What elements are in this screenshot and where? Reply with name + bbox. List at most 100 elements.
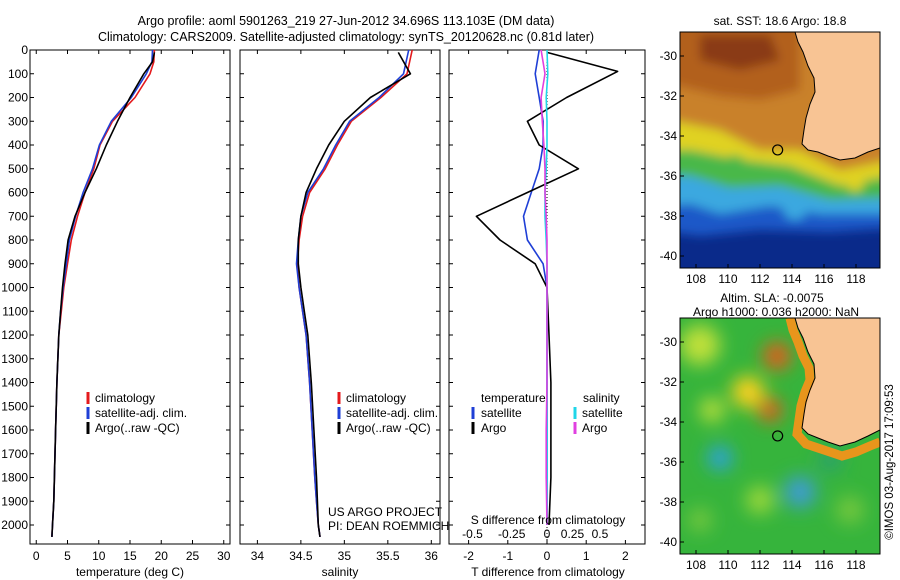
difference-x-label-salinity: S difference from climatology	[471, 513, 626, 527]
argo-location-marker	[772, 144, 784, 156]
x-tick-label: 10	[92, 549, 106, 563]
sst-map	[680, 32, 880, 268]
x-tick-label: -2	[463, 549, 474, 563]
x-tick-label-salinity: 0.5	[592, 527, 609, 541]
x-tick-label-salinity: -0.25	[498, 527, 526, 541]
y-tick-label: 100	[8, 67, 28, 81]
x-tick-label-salinity: 0.25	[561, 527, 585, 541]
x-tick-label: 2	[622, 549, 629, 563]
temperature-plot-frame	[29, 49, 231, 545]
map-y-tick-label: -30	[660, 49, 678, 63]
y-tick-label: 1900	[1, 494, 28, 508]
map-x-tick-label: 110	[718, 558, 737, 572]
sla-coastline	[794, 318, 880, 447]
series-line-satellite-adj-clim	[51, 49, 154, 537]
y-tick-label: 1600	[1, 423, 28, 437]
x-tick-label: 15	[123, 549, 137, 563]
y-tick-label: 1100	[2, 304, 28, 318]
x-tick-label: 1	[583, 549, 590, 563]
x-tick-label: 36	[425, 549, 439, 563]
sla-land-mask	[795, 318, 880, 446]
sla-map	[680, 318, 880, 554]
legend-title-temperature: temperature	[481, 391, 546, 405]
figure-title-line2: Climatology: CARS2009. Satellite-adjuste…	[98, 30, 594, 44]
sst-map-axes: 108 110 112 114 116 118 -30 -32 -34 -36 -38 -40	[660, 49, 866, 286]
sst-land-mask	[795, 32, 880, 160]
map-y-tick-label: -38	[660, 495, 678, 509]
map-x-tick-label: 108	[686, 272, 706, 286]
y-tick-label: 1300	[1, 352, 28, 366]
y-tick-label: 300	[8, 114, 28, 128]
argo-location-marker	[772, 430, 784, 442]
map-x-tick-label: 116	[814, 558, 833, 572]
y-tick-label: 600	[8, 186, 28, 200]
legend-label-climatology: climatology	[346, 391, 406, 405]
legend-label-climatology: climatology	[95, 391, 155, 405]
map-x-tick-label: 118	[846, 558, 865, 572]
map-x-tick-label: 112	[750, 558, 769, 572]
pi-credit: PI: DEAN ROEMMICH	[328, 519, 449, 533]
map-y-tick-label: -30	[660, 335, 678, 349]
sla-map-title-line1: Altim. SLA: -0.0075	[720, 291, 824, 305]
map-y-tick-label: -40	[660, 535, 678, 549]
y-tick-label: 200	[8, 91, 28, 105]
y-tick-label: 0	[21, 43, 28, 57]
legend-title-salinity: salinity	[583, 391, 620, 405]
sst-map-title: sat. SST: 18.6 Argo: 18.8	[714, 14, 847, 28]
temperature-plot: 0100200300400500600700800900100011001200…	[1, 43, 230, 563]
legend-label-argo: Argo(..raw -QC)	[346, 421, 431, 435]
legend-label-t-argo: Argo	[481, 421, 507, 435]
map-x-tick-label: 108	[686, 558, 706, 572]
timestamp-credit: ©IMOS 03-Aug-2017 17:09:53	[884, 384, 896, 540]
sla-coastal-band	[785, 318, 880, 461]
x-tick-label: 0	[544, 549, 551, 563]
y-tick-label: 1800	[1, 471, 28, 485]
map-y-tick-label: -36	[660, 455, 678, 469]
map-x-tick-label: 114	[782, 272, 801, 286]
legend-label-s-satellite: satellite	[582, 406, 623, 420]
y-tick-label: 1000	[1, 281, 28, 295]
salinity-legend: climatology satellite-adj. clim. Argo(..…	[337, 391, 438, 435]
map-y-tick-label: -32	[660, 375, 678, 389]
series-line-satellite-adj-clim	[295, 49, 410, 538]
salinity-plot-frame	[239, 49, 441, 545]
y-tick-label: 1500	[1, 399, 28, 413]
y-tick-label: 1200	[1, 328, 28, 342]
x-tick-label: 34	[251, 549, 265, 563]
y-tick-label: 1700	[1, 447, 28, 461]
sst-map-frame	[679, 31, 881, 269]
y-tick-label: 400	[8, 138, 28, 152]
salinity-x-label: salinity	[322, 565, 359, 579]
y-tick-label: 700	[8, 209, 28, 223]
sla-map-title-line2: Argo h1000: 0.036 h2000: NaN	[693, 305, 859, 319]
y-tick-label: 800	[8, 233, 28, 247]
x-tick-label: -1	[502, 549, 513, 563]
y-tick-label: 500	[8, 162, 28, 176]
x-tick-label: 35.5	[376, 549, 400, 563]
y-tick-label: 900	[8, 257, 28, 271]
map-y-tick-label: -36	[660, 169, 678, 183]
salinity-plot: 34 34.5 35 35.5 36	[240, 49, 440, 563]
temperature-legend: climatology satellite-adj. clim. Argo(..…	[86, 391, 187, 435]
difference-legend: temperature satellite Argo salinity sate…	[471, 391, 623, 435]
map-x-tick-label: 114	[782, 558, 801, 572]
x-tick-label: 5	[64, 549, 71, 563]
map-y-tick-label: -32	[660, 89, 678, 103]
sla-map-frame	[679, 317, 881, 555]
temperature-x-label: temperature (deg C)	[76, 565, 184, 579]
series-line-climatology	[51, 49, 156, 537]
map-y-tick-label: -40	[660, 249, 678, 263]
x-tick-label: 30	[217, 549, 231, 563]
sst-coastline	[794, 32, 880, 161]
difference-x-label: T difference from climatology	[471, 565, 625, 579]
sla-map-axes: 108 110 112 114 116 118 -30 -32 -34 -36 -38 -40	[660, 335, 866, 572]
y-tick-label: 2000	[1, 518, 28, 532]
map-y-tick-label: -34	[660, 129, 678, 143]
x-tick-label: 0	[33, 549, 40, 563]
x-tick-label: 25	[186, 549, 200, 563]
legend-label-argo: Argo(..raw -QC)	[95, 421, 180, 435]
map-x-tick-label: 118	[846, 272, 865, 286]
project-credit: US ARGO PROJECT	[328, 505, 443, 519]
x-tick-label: 35	[338, 549, 352, 563]
